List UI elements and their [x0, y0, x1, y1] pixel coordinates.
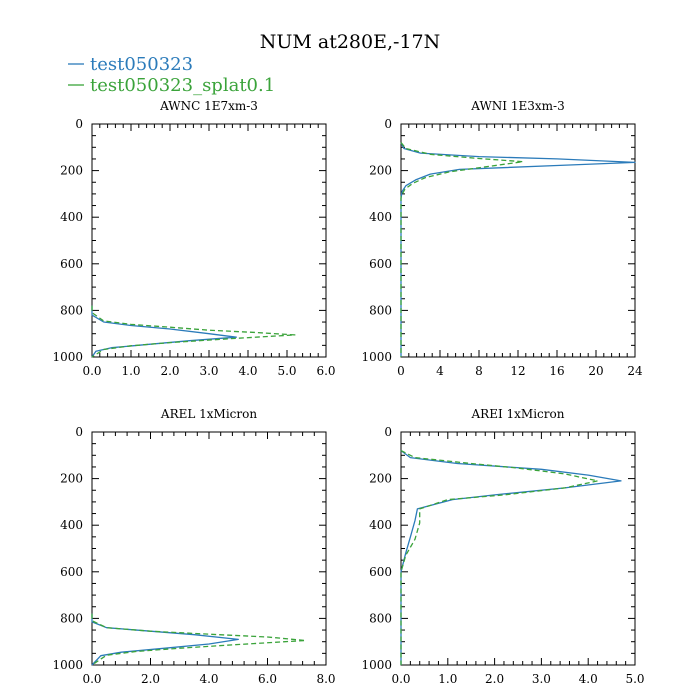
y-tick-label: 800 — [369, 611, 392, 625]
x-tick-label: 6.0 — [316, 364, 335, 378]
y-tick-label: 1000 — [361, 658, 392, 672]
panel-0: AWNC 1E7xm-3 0.0 1.0 2.0 3.0 4.0 5.0 6.0 0 200 400… — [52, 99, 335, 378]
y-tick-label: 600 — [369, 565, 392, 579]
legend: test050323 test050323_splat0.1 — [68, 54, 275, 96]
panel-3: AREI 1xMicron 0.0 1.0 2.0 3.0 4.0 5.0 0 200 400 60… — [361, 407, 644, 686]
y-tick-label: 400 — [60, 210, 83, 224]
y-tick-label: 600 — [369, 257, 392, 271]
series-line-1 — [91, 305, 296, 358]
x-tick-label: 4.0 — [579, 672, 598, 686]
y-tick-label: 400 — [369, 518, 392, 532]
x-tick-label: 0 — [397, 364, 405, 378]
y-tick-label: 200 — [60, 472, 83, 486]
x-tick-label: 6.0 — [258, 672, 277, 686]
x-tick-label: 2.0 — [141, 672, 160, 686]
x-tick-label: 1.0 — [121, 364, 140, 378]
x-tick-label: 0.0 — [82, 672, 101, 686]
y-tick-label: 0 — [75, 117, 83, 131]
x-tick-label: 2.0 — [160, 364, 179, 378]
series-line-0 — [91, 305, 237, 358]
legend-label-1: test050323_splat0.1 — [90, 75, 275, 96]
plot-frame — [400, 123, 636, 358]
panel-title: AWNI 1E3xm-3 — [470, 99, 564, 113]
y-tick-label: 200 — [369, 164, 392, 178]
x-tick-label: 5.0 — [277, 364, 296, 378]
x-tick-label: 24 — [627, 364, 643, 378]
x-tick-label: 2.0 — [485, 672, 504, 686]
x-tick-label: 1.0 — [438, 672, 457, 686]
x-tick-label: 3.0 — [532, 672, 551, 686]
y-tick-label: 1000 — [361, 350, 392, 364]
plot-frame — [91, 123, 327, 358]
panel-title: AWNC 1E7xm-3 — [159, 99, 258, 113]
series-line-1 — [400, 142, 524, 357]
plot-frame — [400, 431, 636, 666]
y-tick-label: 200 — [369, 472, 392, 486]
figure-title: NUM at280E,-17N — [260, 31, 441, 53]
y-tick-label: 400 — [369, 210, 392, 224]
legend-label-0: test050323 — [90, 54, 193, 75]
x-tick-label: 5.0 — [625, 672, 644, 686]
series-line-0 — [400, 450, 622, 665]
y-tick-label: 800 — [60, 303, 83, 317]
y-tick-label: 0 — [384, 117, 392, 131]
x-tick-label: 3.0 — [199, 364, 218, 378]
y-tick-label: 400 — [60, 518, 83, 532]
plot-frame — [91, 431, 327, 666]
series-line-0 — [91, 613, 239, 666]
x-tick-label: 4.0 — [238, 364, 257, 378]
panel-title: AREL 1xMicron — [160, 407, 257, 421]
x-tick-label: 16 — [549, 364, 564, 378]
series-line-1 — [400, 450, 599, 665]
x-tick-label: 0.0 — [82, 364, 101, 378]
y-tick-label: 0 — [384, 425, 392, 439]
y-tick-label: 600 — [60, 257, 83, 271]
x-tick-label: 8 — [475, 364, 483, 378]
x-tick-label: 4.0 — [199, 672, 218, 686]
x-tick-label: 8.0 — [316, 672, 335, 686]
y-tick-label: 1000 — [52, 350, 83, 364]
panel-2: AREL 1xMicron 0.0 2.0 4.0 6.0 8.0 0 200 400 600 80… — [52, 407, 335, 686]
series-line-1 — [91, 613, 307, 666]
panel-1: AWNI 1E3xm-3 0 4 8 12 16 20 24 0 200 400 600 800 1000 — [361, 99, 643, 378]
y-tick-label: 600 — [60, 565, 83, 579]
panel-title: AREI 1xMicron — [471, 407, 565, 421]
y-tick-label: 800 — [369, 303, 392, 317]
x-tick-label: 12 — [510, 364, 525, 378]
y-tick-label: 1000 — [52, 658, 83, 672]
y-tick-label: 0 — [75, 425, 83, 439]
x-tick-label: 20 — [588, 364, 603, 378]
x-tick-label: 4 — [436, 364, 444, 378]
series-line-0 — [400, 142, 636, 357]
y-tick-label: 200 — [60, 164, 83, 178]
y-tick-label: 800 — [60, 611, 83, 625]
x-tick-label: 0.0 — [391, 672, 410, 686]
panels: AWNC 1E7xm-30.0 1.0 2.0 3.0 4.0 5.0 6.00200400… — [52, 99, 644, 686]
